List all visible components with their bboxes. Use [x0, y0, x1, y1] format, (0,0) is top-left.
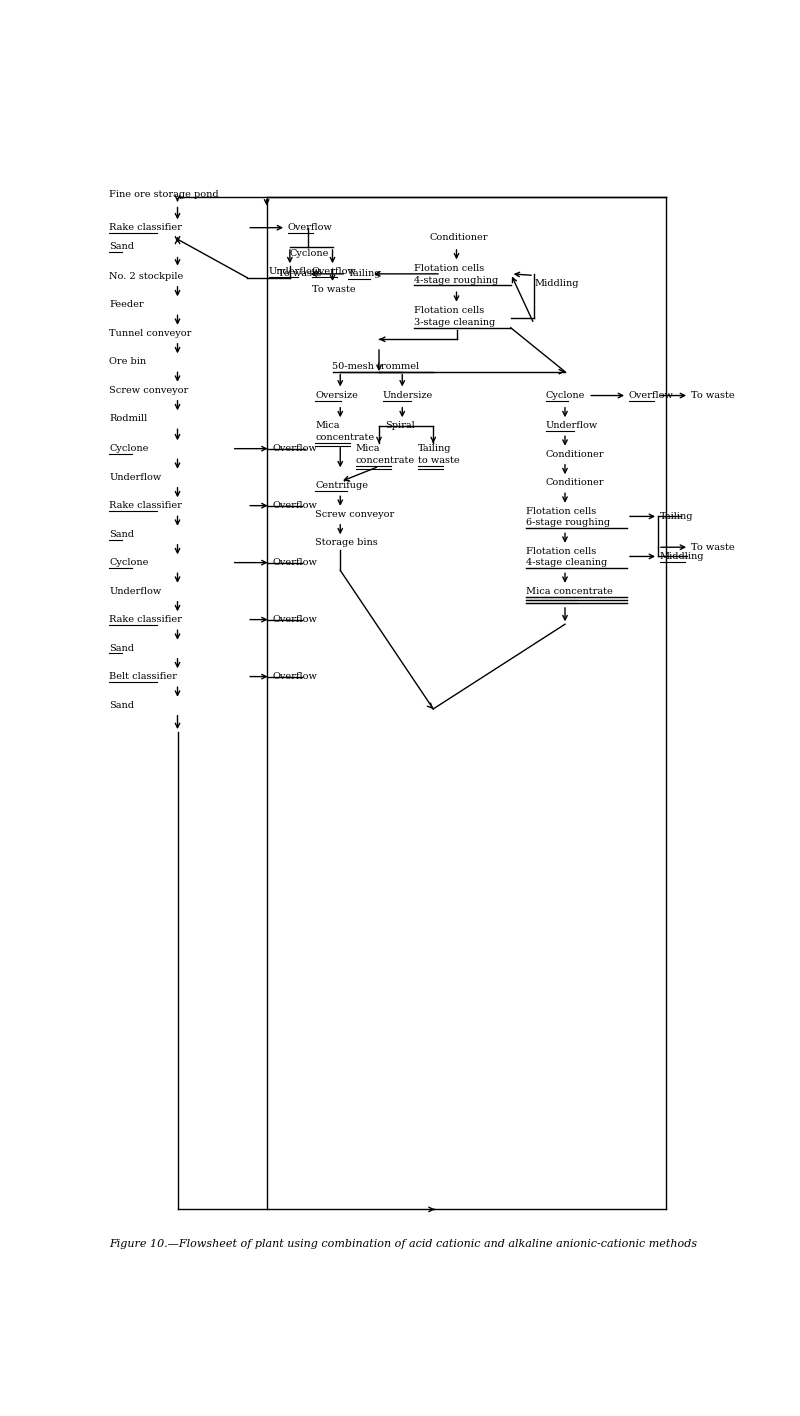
Text: Flotation cells: Flotation cells	[526, 507, 597, 515]
Text: Flotation cells: Flotation cells	[526, 547, 597, 555]
Text: Underflow: Underflow	[546, 421, 598, 430]
Text: concentrate: concentrate	[356, 456, 415, 464]
Text: To waste: To waste	[278, 269, 322, 279]
Text: Cyclone: Cyclone	[110, 558, 149, 568]
Text: Middling: Middling	[534, 279, 578, 289]
Text: concentrate: concentrate	[315, 433, 374, 442]
Text: Belt classifier: Belt classifier	[110, 673, 177, 681]
Text: Underflow: Underflow	[110, 586, 162, 596]
Text: Sand: Sand	[110, 644, 134, 653]
Text: Rake classifier: Rake classifier	[110, 224, 182, 232]
Text: Cyclone: Cyclone	[546, 391, 585, 401]
Text: Rodmill: Rodmill	[110, 413, 147, 423]
Text: Tailing: Tailing	[659, 513, 693, 521]
Text: Overflow: Overflow	[272, 673, 317, 681]
Text: Rake classifier: Rake classifier	[110, 615, 182, 624]
Text: Storage bins: Storage bins	[315, 538, 378, 547]
Text: Undersize: Undersize	[383, 391, 433, 401]
Text: Overflow: Overflow	[272, 445, 317, 453]
Text: Underflow: Underflow	[269, 268, 322, 276]
Text: to waste: to waste	[418, 456, 459, 464]
Text: 50-mesh trommel: 50-mesh trommel	[333, 361, 420, 371]
Text: Screw conveyor: Screw conveyor	[110, 385, 189, 395]
Text: Overflow: Overflow	[311, 268, 357, 276]
Text: Tailing: Tailing	[418, 445, 451, 453]
Text: Tailing: Tailing	[348, 269, 382, 279]
Text: Underflow: Underflow	[110, 473, 162, 481]
Text: Overflow: Overflow	[272, 558, 317, 568]
Text: Centrifuge: Centrifuge	[315, 481, 369, 490]
Text: To waste: To waste	[690, 542, 734, 552]
Text: Figure 10.—Flowsheet of plant using combination of acid cationic and alkaline an: Figure 10.—Flowsheet of plant using comb…	[110, 1239, 698, 1249]
Text: Mica: Mica	[356, 445, 380, 453]
Text: Spiral: Spiral	[386, 421, 415, 430]
Text: Conditioner: Conditioner	[430, 234, 488, 242]
Text: Overflow: Overflow	[629, 391, 674, 401]
Text: Rake classifier: Rake classifier	[110, 501, 182, 510]
Text: Cyclone: Cyclone	[290, 249, 330, 258]
Text: Flotation cells: Flotation cells	[414, 263, 484, 273]
Text: Fine ore storage pond: Fine ore storage pond	[110, 190, 219, 200]
Text: 6-stage roughing: 6-stage roughing	[526, 518, 610, 527]
Text: Overflow: Overflow	[287, 224, 333, 232]
Text: To waste: To waste	[690, 391, 734, 401]
Text: 4-stage roughing: 4-stage roughing	[414, 276, 498, 285]
Text: Conditioner: Conditioner	[546, 479, 604, 487]
Text: Oversize: Oversize	[315, 391, 358, 401]
Text: 4-stage cleaning: 4-stage cleaning	[526, 558, 607, 568]
Text: 3-stage cleaning: 3-stage cleaning	[414, 317, 495, 327]
Text: Overflow: Overflow	[272, 615, 317, 624]
Text: Flotation cells: Flotation cells	[414, 306, 484, 316]
Text: Middling: Middling	[659, 552, 704, 561]
Text: Feeder: Feeder	[110, 300, 144, 309]
Text: Sand: Sand	[110, 701, 134, 709]
Text: Sand: Sand	[110, 530, 134, 538]
Text: Ore bin: Ore bin	[110, 357, 146, 367]
Text: No. 2 stockpile: No. 2 stockpile	[110, 272, 183, 280]
Text: Screw conveyor: Screw conveyor	[315, 510, 394, 518]
Text: Cyclone: Cyclone	[110, 445, 149, 453]
Text: Mica: Mica	[315, 421, 340, 430]
Text: Conditioner: Conditioner	[546, 449, 604, 459]
Text: To waste: To waste	[311, 285, 355, 293]
Text: Tunnel conveyor: Tunnel conveyor	[110, 329, 192, 337]
Text: Sand: Sand	[110, 242, 134, 252]
Text: Overflow: Overflow	[272, 501, 317, 510]
Text: Mica concentrate: Mica concentrate	[526, 586, 613, 596]
